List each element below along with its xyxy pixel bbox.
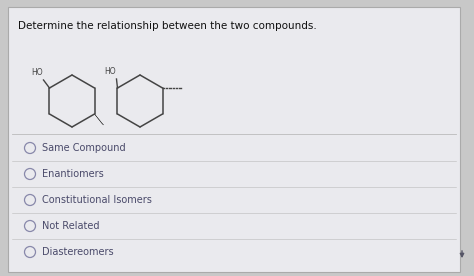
Text: Constitutional Isomers: Constitutional Isomers bbox=[42, 195, 152, 205]
Text: Not Related: Not Related bbox=[42, 221, 100, 231]
Text: Determine the relationship between the two compounds.: Determine the relationship between the t… bbox=[18, 21, 317, 31]
Polygon shape bbox=[94, 114, 103, 125]
FancyBboxPatch shape bbox=[8, 7, 460, 272]
Text: Diastereomers: Diastereomers bbox=[42, 247, 114, 257]
Text: Same Compound: Same Compound bbox=[42, 143, 126, 153]
Text: HO: HO bbox=[104, 67, 116, 76]
Text: Enantiomers: Enantiomers bbox=[42, 169, 104, 179]
Text: HO: HO bbox=[31, 68, 43, 77]
